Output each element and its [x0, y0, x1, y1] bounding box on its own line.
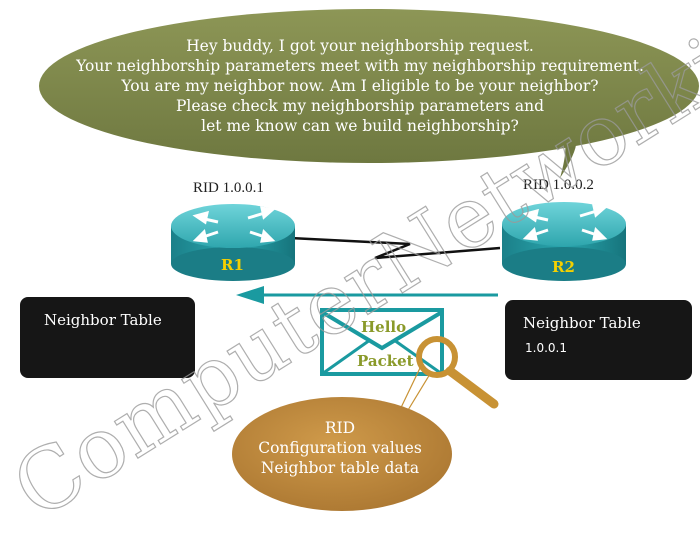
router-link-line — [289, 236, 501, 260]
router-r1-icon — [171, 204, 295, 281]
router-r2-icon — [502, 202, 626, 281]
contents-line-config: Configuration values — [258, 439, 422, 457]
r1-neighbor-table: Neighbor Table — [20, 297, 195, 378]
packet-contents-text: RID Configuration values Neighbor table … — [230, 418, 450, 478]
diagram-graphics — [39, 9, 699, 511]
r1-rid-label: RID 1.0.0.1 — [193, 180, 264, 196]
r2-neighbor-table: Neighbor Table 1.0.0.1 — [505, 300, 692, 380]
contents-line-rid: RID — [324, 419, 356, 437]
r1-name: R1 — [221, 256, 244, 274]
bubble-line-3: You are my neighbor now. Am I eligible t… — [121, 77, 599, 95]
bubble-line-1: Hey buddy, I got your neighborship reque… — [186, 37, 534, 55]
packet-contents-ellipse — [232, 397, 452, 511]
r2-name: R2 — [552, 258, 575, 276]
r2-rid-label: RID 1.0.0.2 — [523, 177, 594, 193]
contents-line-table: Neighbor table data — [260, 459, 420, 477]
packet-arrow-head — [236, 286, 264, 304]
r2-neighbor-table-title: Neighbor Table — [523, 314, 641, 332]
envelope-label-packet: Packet — [357, 352, 414, 370]
hello-envelope-icon — [320, 308, 444, 376]
speech-bubble-body — [39, 9, 699, 163]
bubble-line-2: Your neighborship parameters meet with m… — [76, 57, 644, 75]
r2-neighbor-entry: 1.0.0.1 — [525, 341, 567, 355]
speech-bubble — [39, 9, 699, 178]
magnifier-icon — [416, 336, 499, 409]
envelope-label-hello: Hello — [361, 318, 407, 336]
r1-neighbor-table-title: Neighbor Table — [44, 311, 162, 329]
bubble-line-4: Please check my neighborship parameters … — [175, 97, 545, 115]
speech-bubble-text: Hey buddy, I got your neighborship reque… — [40, 36, 680, 136]
bubble-line-5: let me know can we build neighborship? — [201, 117, 519, 135]
